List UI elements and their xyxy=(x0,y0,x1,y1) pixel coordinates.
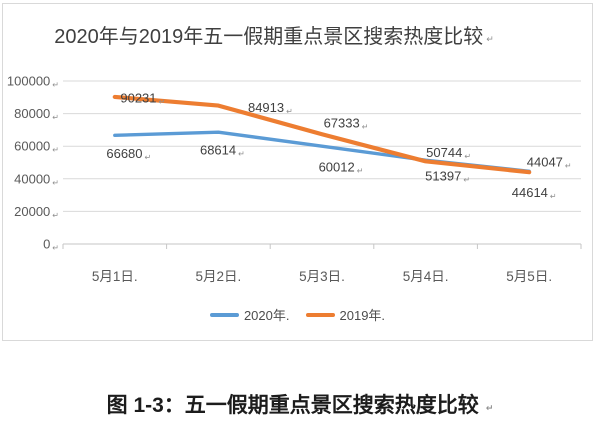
word-return-mark: ↵ xyxy=(464,152,471,161)
data-label-2019年: 84913 ↵ xyxy=(248,100,293,116)
legend-item-2019年: 2019年. xyxy=(305,305,386,324)
data-label-2020年: 51397 ↵ xyxy=(425,169,470,185)
word-return-mark: ↵ xyxy=(357,167,364,176)
x-tick-label: 5月5日. xyxy=(506,269,552,284)
y-tick-label: 80000 ↵ xyxy=(14,106,59,122)
y-tick-label: 100000 ↵ xyxy=(7,74,59,90)
x-tick-label: 5月3日. xyxy=(299,269,345,284)
figure-caption-text: 图 1-3：五一假期重点景区搜索热度比较 xyxy=(106,394,479,417)
data-label-2019年: 67333 ↵ xyxy=(324,116,369,132)
legend-swatch xyxy=(305,312,335,317)
legend-label: 2020年. xyxy=(243,308,290,323)
chart-title-text: 2020年与2019年五一假期重点景区搜索热度比较 xyxy=(54,26,484,48)
y-tick-label: 40000 ↵ xyxy=(14,171,59,187)
y-tick-label: 0 ↵ xyxy=(43,237,59,253)
word-return-mark: ↵ xyxy=(565,162,572,171)
word-return-mark: ↵ xyxy=(550,192,557,201)
data-label-2019年: 90231 ↵ xyxy=(120,90,165,106)
chart-title: 2020年与2019年五一假期重点景区搜索热度比较 ↵ xyxy=(3,20,545,49)
word-return-mark: ↵ xyxy=(286,107,293,116)
legend-label: 2019年. xyxy=(339,308,386,323)
word-return-mark: ↵ xyxy=(52,113,59,122)
series-line-2019年 xyxy=(112,94,532,175)
line-chart-plot: 0 ↵ 20000 ↵ 40000 ↵ 60000 ↵ 80000 ↵ 100000 ↵ 5月1日. 5月… xyxy=(7,74,582,284)
chart-container: 2020年与2019年五一假期重点景区搜索热度比较 ↵ 0 ↵ 20000 ↵ 40000… xyxy=(2,3,593,341)
y-tick-label: 60000 ↵ xyxy=(14,139,59,155)
word-return-mark: ↵ xyxy=(52,244,59,253)
word-return-mark: ↵ xyxy=(486,34,494,44)
y-tick-label: 20000 ↵ xyxy=(14,204,59,220)
data-label-2020年: 66680 ↵ xyxy=(106,146,151,162)
x-tick-label: 5月1日. xyxy=(92,269,138,284)
data-label-2019年: 44047 ↵ xyxy=(527,155,572,171)
legend-item-2020年: 2020年. xyxy=(209,305,290,324)
word-return-mark: ↵ xyxy=(159,97,166,106)
legend-swatch xyxy=(209,312,239,317)
word-return-mark: ↵ xyxy=(52,146,59,155)
word-return-mark: ↵ xyxy=(145,153,152,162)
word-return-mark: ↵ xyxy=(485,403,494,413)
data-label-2020年: 68614 ↵ xyxy=(200,143,245,159)
word-return-mark: ↵ xyxy=(463,176,470,185)
data-label-2020年: 60012 ↵ xyxy=(319,160,364,176)
word-return-mark: ↵ xyxy=(362,123,369,132)
word-return-mark: ↵ xyxy=(52,178,59,187)
word-return-mark: ↵ xyxy=(52,211,59,220)
x-tick-label: 5月4日. xyxy=(403,269,449,284)
data-label-2019年: 50744 ↵ xyxy=(426,145,471,161)
word-return-mark: ↵ xyxy=(52,81,59,90)
x-tick-label: 5月2日. xyxy=(196,269,242,284)
figure-caption: 图 1-3：五一假期重点景区搜索热度比较 ↵ xyxy=(0,389,600,419)
data-label-2020年: 44614 ↵ xyxy=(512,185,557,201)
word-return-mark: ↵ xyxy=(238,150,245,159)
chart-legend: 2020年. 2019年. xyxy=(3,305,592,324)
